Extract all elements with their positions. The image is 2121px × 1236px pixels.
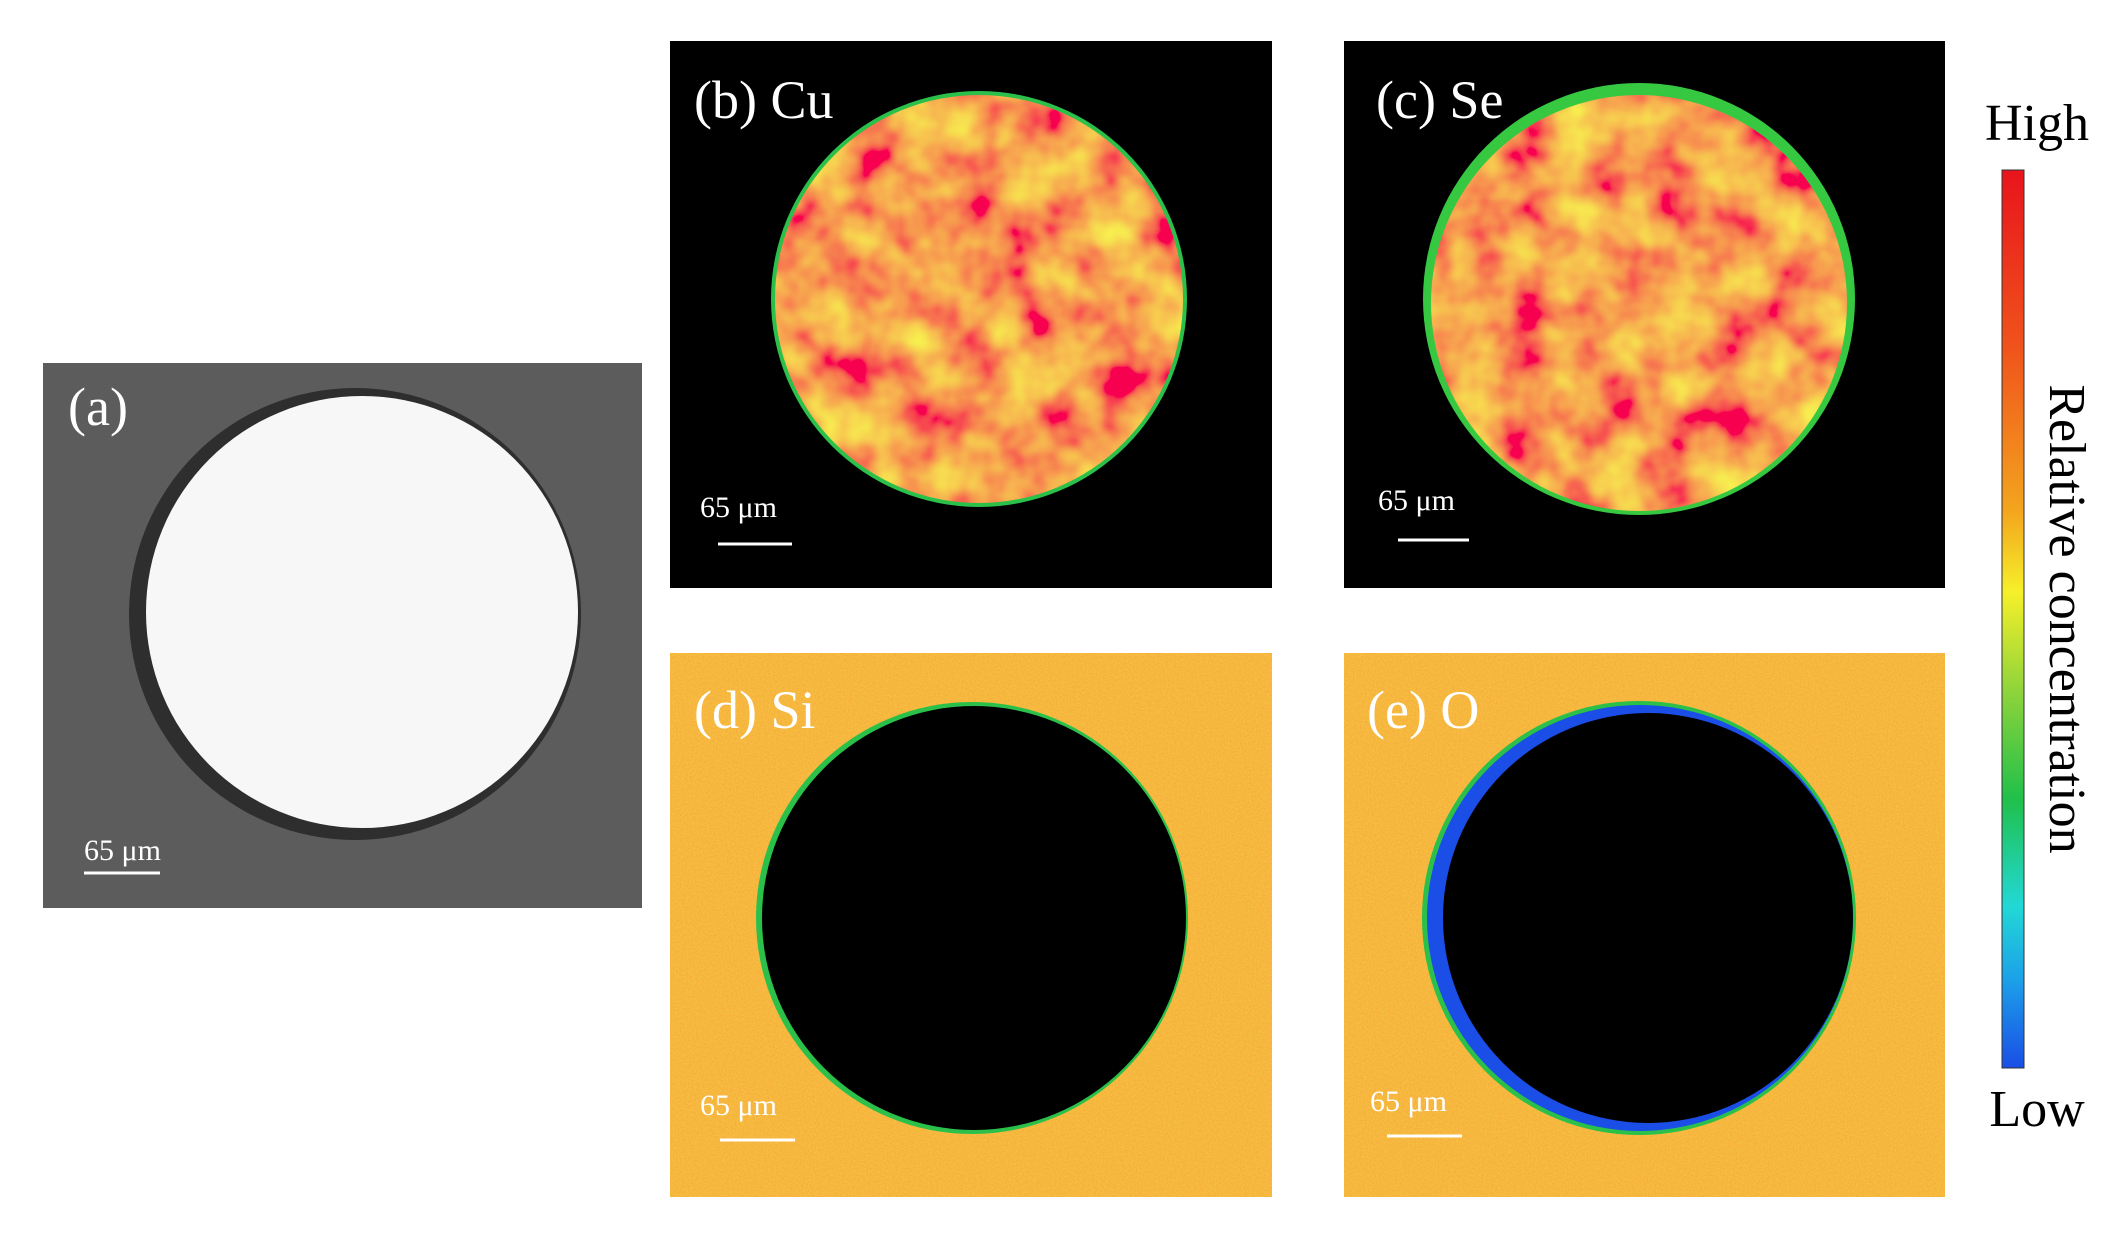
panel-label: (b) Cu	[694, 70, 833, 130]
element-map	[1443, 713, 1853, 1123]
scale-bar-label: 65 μm	[1378, 484, 1455, 517]
panel-label: (e) O	[1367, 680, 1479, 740]
colorbar-scale	[2001, 169, 2025, 1069]
colorbar: High Low Relative concentration	[1985, 95, 2095, 1138]
element-map	[775, 95, 1183, 503]
panel-label: (d) Si	[694, 680, 816, 740]
colorbar-title: Relative concentration	[2038, 384, 2095, 853]
element-map	[1431, 95, 1847, 511]
colorbar-high: High	[1985, 95, 2089, 152]
scale-bar-label: 65 μm	[700, 491, 777, 524]
element-map	[762, 706, 1186, 1130]
panel-c: (c) Se 65 μm	[1344, 41, 1945, 588]
panel-label: (c) Se	[1376, 70, 1503, 130]
panel-b: (b) Cu 65 μm	[670, 41, 1272, 588]
scale-bar-label: 65 μm	[84, 834, 161, 867]
colorbar-low: Low	[1989, 1081, 2085, 1138]
particle	[146, 396, 578, 828]
scale-bar-label: 65 μm	[700, 1089, 777, 1122]
scale-bar-label: 65 μm	[1370, 1085, 1447, 1118]
panel-e: (e) O 65 μm	[1344, 653, 1945, 1197]
panel-label: (a)	[68, 377, 128, 437]
panel-a: (a) 65 μm	[43, 363, 642, 908]
panel-d: (d) Si 65 μm	[670, 653, 1272, 1197]
